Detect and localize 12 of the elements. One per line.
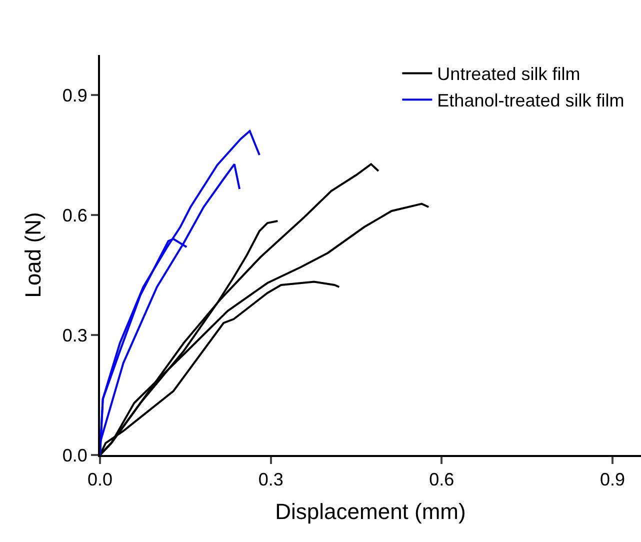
y-tick-label: 0.0	[62, 445, 88, 466]
x-axis-title: Displacement (mm)	[275, 499, 466, 524]
x-tick-label: 0.3	[258, 470, 284, 490]
x-tick-label: 0.0	[87, 470, 113, 490]
y-tick-label: 0.9	[62, 85, 88, 106]
x-tick-label: 0.6	[429, 470, 454, 490]
legend-label: Untreated silk film	[437, 64, 580, 84]
legend-label: Ethanol-treated silk film	[437, 90, 624, 111]
y-axis-title: Load (N)	[20, 212, 46, 298]
y-tick-label: 0.6	[62, 205, 88, 226]
y-tick-label: 0.3	[62, 325, 88, 346]
x-tick-label: 0.9	[600, 470, 626, 490]
